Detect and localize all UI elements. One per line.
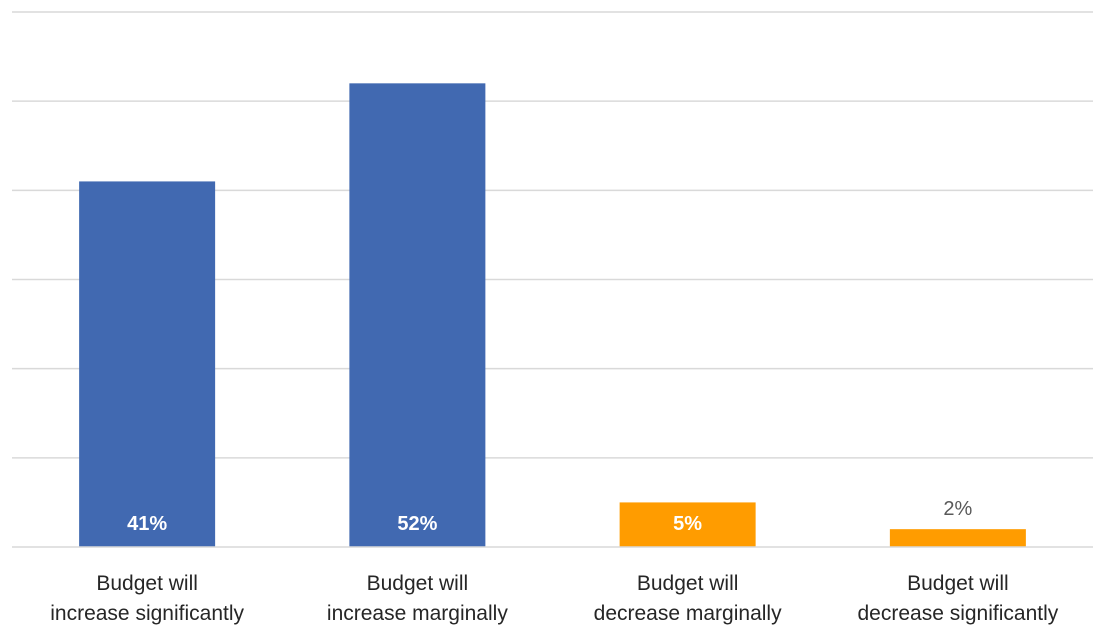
x-tick-label: increase marginally — [327, 602, 508, 625]
x-tick-label: increase significantly — [50, 602, 244, 625]
data-label: 41% — [127, 513, 167, 535]
x-tick-label: Budget will — [907, 572, 1009, 595]
bar — [79, 181, 216, 547]
data-label: 5% — [673, 513, 702, 535]
data-labels: 41% 52% 5% 2% — [127, 498, 972, 535]
x-tick-label: Budget will — [367, 572, 469, 595]
bar — [889, 529, 1026, 547]
x-axis-tick-labels: Budget will increase significantly Budget … — [50, 572, 1059, 625]
data-label: 2% — [943, 498, 972, 520]
bars — [79, 83, 1026, 547]
x-tick-label: decrease marginally — [594, 602, 782, 625]
x-tick-label: Budget will — [96, 572, 198, 595]
x-tick-label: Budget will — [637, 572, 739, 595]
bar — [349, 83, 486, 547]
data-label: 52% — [397, 513, 437, 535]
x-tick-label: decrease significantly — [857, 602, 1058, 625]
bar — [619, 502, 756, 547]
